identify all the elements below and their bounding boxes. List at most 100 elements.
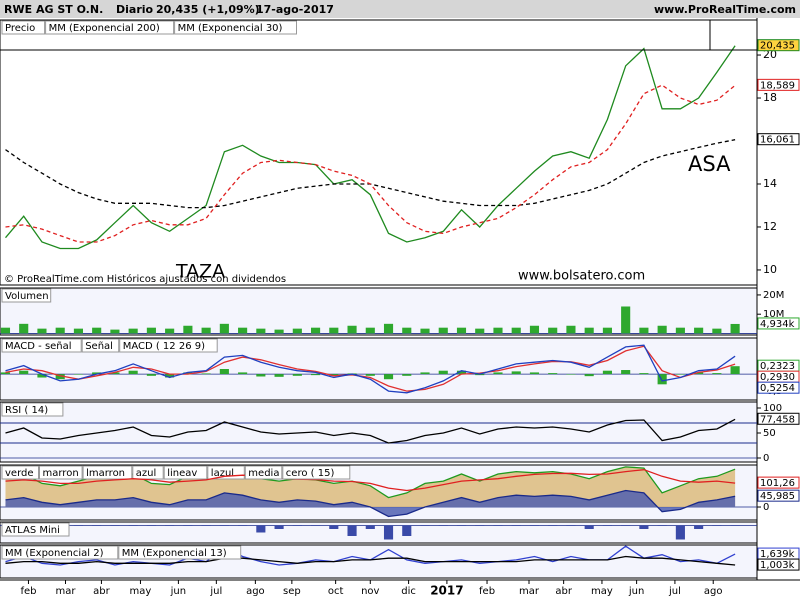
bar xyxy=(311,327,321,334)
bar xyxy=(675,525,685,540)
bar xyxy=(584,374,594,377)
legend-label: Precio xyxy=(5,23,35,34)
bar xyxy=(621,306,631,334)
bar xyxy=(438,327,448,334)
y-tick-label: 14 xyxy=(763,177,777,190)
last-value-box xyxy=(757,78,800,91)
bar xyxy=(566,374,576,375)
legend-box xyxy=(39,465,83,480)
bar xyxy=(639,327,649,334)
bar xyxy=(238,372,248,375)
bar xyxy=(621,525,631,526)
bar xyxy=(311,374,321,376)
bar xyxy=(438,370,448,375)
legend-box xyxy=(163,465,208,480)
bar xyxy=(146,327,156,334)
legend-label: RSI ( 14) xyxy=(5,405,48,416)
last-value: 45,985 xyxy=(757,489,800,502)
bar xyxy=(529,525,540,526)
bar xyxy=(55,374,65,380)
bar xyxy=(584,525,594,529)
bar xyxy=(110,329,120,334)
last-value-label: 20,435 xyxy=(760,41,795,52)
x-tick-label: ago xyxy=(246,586,265,597)
bar xyxy=(329,327,339,334)
bar xyxy=(347,325,357,334)
bar xyxy=(511,371,521,375)
bar xyxy=(292,328,302,334)
legend-label: MM (Exponencial 200) xyxy=(49,23,160,34)
series-line xyxy=(5,84,736,243)
bar xyxy=(529,325,540,334)
last-value: 77,458 xyxy=(757,412,800,425)
bar xyxy=(475,525,485,526)
bar xyxy=(238,525,248,526)
y-tick-label: 20M xyxy=(763,290,784,301)
legend-label: cero ( 15) xyxy=(286,468,335,479)
x-tick-label: mar xyxy=(55,586,76,597)
bar xyxy=(420,525,430,526)
bar xyxy=(475,328,485,334)
bar xyxy=(128,370,138,375)
bar xyxy=(712,373,722,375)
panel xyxy=(0,521,758,544)
legend-label: MM (Exponencial 30) xyxy=(178,23,283,34)
bar xyxy=(219,369,229,375)
bar xyxy=(584,327,594,334)
bar xyxy=(146,374,156,376)
date: 17-ago-2017 xyxy=(256,3,334,16)
bar xyxy=(347,525,357,536)
bar xyxy=(274,525,284,529)
bar xyxy=(456,370,467,375)
bar xyxy=(694,327,704,334)
bar xyxy=(383,323,394,334)
legend-box xyxy=(1,402,64,417)
header-bar xyxy=(0,0,800,18)
x-tick-label: 2017 xyxy=(430,584,463,598)
bar xyxy=(456,525,467,526)
bar xyxy=(183,372,193,375)
bar xyxy=(165,525,175,526)
bar xyxy=(566,525,576,526)
bar xyxy=(329,374,339,376)
site: www.ProRealTime.com xyxy=(654,3,796,16)
bar xyxy=(493,327,503,334)
series-line xyxy=(5,489,736,518)
bar xyxy=(712,525,722,526)
bar xyxy=(128,328,138,334)
bar xyxy=(602,370,612,375)
bar xyxy=(694,525,704,529)
bar xyxy=(529,372,540,375)
bar xyxy=(548,525,558,526)
bar xyxy=(639,373,649,375)
bar xyxy=(675,374,685,375)
last-value: 1,003k xyxy=(757,558,800,571)
last-value-box xyxy=(757,39,800,52)
bar xyxy=(602,525,612,526)
bar xyxy=(73,328,83,334)
area-fill xyxy=(5,490,736,517)
last-value: 18,589 xyxy=(757,78,800,91)
period: Diario xyxy=(116,3,154,16)
last-value-box xyxy=(757,133,800,146)
bar xyxy=(110,525,120,526)
bar xyxy=(219,323,229,334)
last-value-label: 1,639k xyxy=(760,549,795,560)
bar xyxy=(256,328,266,334)
bar xyxy=(201,525,211,526)
last-value-label: 18,589 xyxy=(760,80,795,91)
y-tick-label: 20 xyxy=(763,48,777,61)
panel xyxy=(0,287,758,336)
bar xyxy=(548,373,558,375)
series-line xyxy=(5,418,736,444)
bar xyxy=(146,525,156,526)
last-value-label: 4,934k xyxy=(760,319,795,330)
bar xyxy=(621,370,631,375)
bar xyxy=(165,328,175,334)
legend-box xyxy=(118,545,242,560)
y-tick-label: 10 xyxy=(763,263,777,276)
bar xyxy=(37,374,47,378)
x-tick-label: may xyxy=(130,586,152,597)
bar xyxy=(402,525,412,536)
